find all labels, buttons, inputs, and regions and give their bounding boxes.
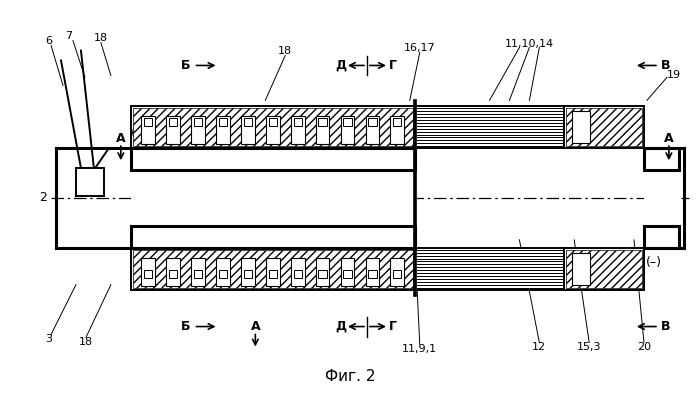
Bar [266,258,279,286]
Text: 7: 7 [65,30,73,41]
Text: А: А [251,320,260,333]
Text: 19: 19 [667,70,681,81]
Text: 15,3: 15,3 [577,342,601,352]
Text: 11,10,14: 11,10,14 [505,39,554,49]
Bar [133,108,413,146]
Bar [293,118,302,126]
Bar [141,116,155,144]
Bar [293,270,302,278]
Bar [131,148,415,170]
Text: 3: 3 [46,335,52,344]
Bar [365,258,379,286]
Text: Б: Б [181,320,190,333]
Bar [318,118,327,126]
Bar [368,118,377,126]
Text: В: В [661,59,671,72]
Bar [644,226,679,248]
Text: 6: 6 [46,36,52,45]
Bar [219,118,227,126]
Text: А: А [116,132,125,145]
Bar [365,116,379,144]
Text: (+): (+) [131,127,151,140]
Bar [141,258,155,286]
Bar [564,106,644,148]
Bar [572,253,590,285]
Text: 12: 12 [532,342,547,352]
Text: Г: Г [389,59,397,72]
Bar [167,116,180,144]
Bar [269,270,277,278]
Text: А: А [664,132,673,145]
Bar [644,170,679,226]
Text: 2: 2 [39,192,47,205]
Text: Д: Д [335,59,346,72]
Bar [344,270,351,278]
Bar [572,111,590,143]
Bar [216,258,230,286]
Bar [316,258,330,286]
Bar [266,116,279,144]
Bar [290,116,304,144]
Bar [169,270,177,278]
Text: 11,9,1: 11,9,1 [402,344,438,354]
Text: В: В [661,320,671,333]
Bar [133,250,413,288]
Bar [316,116,330,144]
Bar [241,258,255,286]
Bar [191,116,205,144]
Bar [241,116,255,144]
Bar [318,270,327,278]
Bar [566,108,642,146]
Bar [344,118,351,126]
Bar [391,116,404,144]
Bar [415,106,564,148]
Text: 20: 20 [637,342,651,352]
Bar [76,168,104,196]
Bar [391,258,404,286]
Bar [368,270,377,278]
Bar [341,116,354,144]
Text: Б: Б [181,59,190,72]
Bar [644,148,679,170]
Bar [564,248,644,290]
Bar [191,258,205,286]
Bar [131,106,415,148]
Bar [194,118,202,126]
Bar [269,118,277,126]
Bar [341,258,354,286]
Text: Фиг. 2: Фиг. 2 [325,369,375,384]
Bar [244,270,252,278]
Bar [194,270,202,278]
Bar [144,270,153,278]
Bar [244,118,252,126]
Text: 16,17: 16,17 [404,43,435,53]
Bar [393,270,401,278]
Bar [167,258,180,286]
Bar [131,248,415,290]
Bar [415,248,564,290]
Bar [216,116,230,144]
Bar [219,270,227,278]
Text: 18: 18 [278,45,293,56]
Text: (–): (–) [646,256,662,269]
Bar [144,118,153,126]
Bar [566,250,642,288]
Bar [393,118,401,126]
Text: 18: 18 [94,32,108,43]
Bar [169,118,177,126]
Text: Д: Д [335,320,346,333]
Bar [290,258,304,286]
Bar [131,170,415,226]
Bar [131,226,415,248]
Text: 18: 18 [79,337,93,348]
Text: Г: Г [389,320,397,333]
